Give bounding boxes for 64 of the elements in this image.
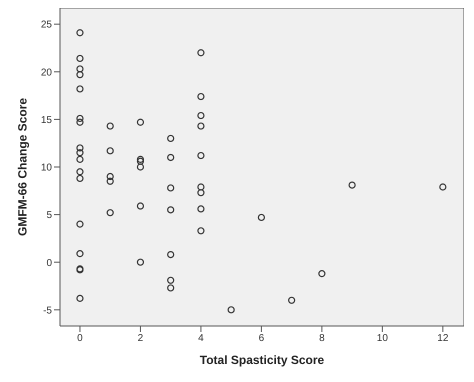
point (258, 214, 265, 222)
point (167, 184, 174, 192)
point (76, 174, 84, 182)
y-tick-label: 10 (40, 162, 52, 174)
point (76, 114, 84, 122)
point (167, 206, 174, 214)
point (167, 250, 174, 258)
point (76, 118, 84, 126)
point (167, 276, 174, 284)
point (167, 134, 174, 142)
point (106, 147, 114, 154)
x-tick-label: 4 (198, 333, 204, 344)
point (136, 163, 144, 171)
y-tick-label: -5 (43, 305, 52, 316)
point (106, 122, 114, 130)
point (167, 154, 174, 162)
point (76, 71, 84, 78)
point (76, 156, 84, 163)
point (197, 183, 205, 191)
point (318, 270, 326, 278)
point (76, 250, 84, 258)
point (197, 49, 205, 56)
point (76, 29, 84, 36)
point (76, 220, 84, 228)
point (288, 296, 296, 304)
x-tick-label: 2 (138, 333, 144, 344)
y-tick-label: 25 (40, 20, 52, 31)
x-tick-label: 6 (258, 333, 265, 344)
point (76, 54, 84, 62)
y-tick-label: 0 (46, 258, 52, 269)
point (76, 294, 84, 302)
y-tick-label: 15 (40, 114, 52, 126)
point (76, 149, 84, 156)
y-tick-label: 5 (46, 210, 52, 222)
x-tick-label: 10 (376, 333, 388, 344)
x-tick-label: 12 (437, 333, 449, 344)
point (167, 284, 174, 292)
point (348, 181, 356, 189)
point (197, 92, 205, 100)
point (136, 258, 144, 266)
point (136, 158, 144, 165)
point (106, 172, 114, 180)
point (228, 306, 235, 314)
x-axis-title: Total Spasticity Score (200, 353, 325, 367)
point (76, 168, 84, 176)
point (106, 178, 114, 185)
point (439, 183, 446, 191)
point (76, 144, 84, 152)
y-tick-label: 20 (40, 67, 52, 78)
point (136, 118, 144, 126)
x-tick-label: 8 (319, 333, 326, 344)
point (197, 205, 205, 212)
x-tick-label: 0 (77, 333, 84, 344)
point (76, 65, 84, 73)
y-axis-title: GMFM-66 Change Score (15, 98, 30, 236)
point (76, 85, 84, 93)
point (197, 152, 205, 160)
point (197, 189, 205, 196)
point (136, 156, 144, 163)
point (197, 122, 205, 130)
point (197, 227, 205, 234)
point (106, 209, 114, 216)
point (197, 112, 205, 120)
point (136, 202, 144, 210)
